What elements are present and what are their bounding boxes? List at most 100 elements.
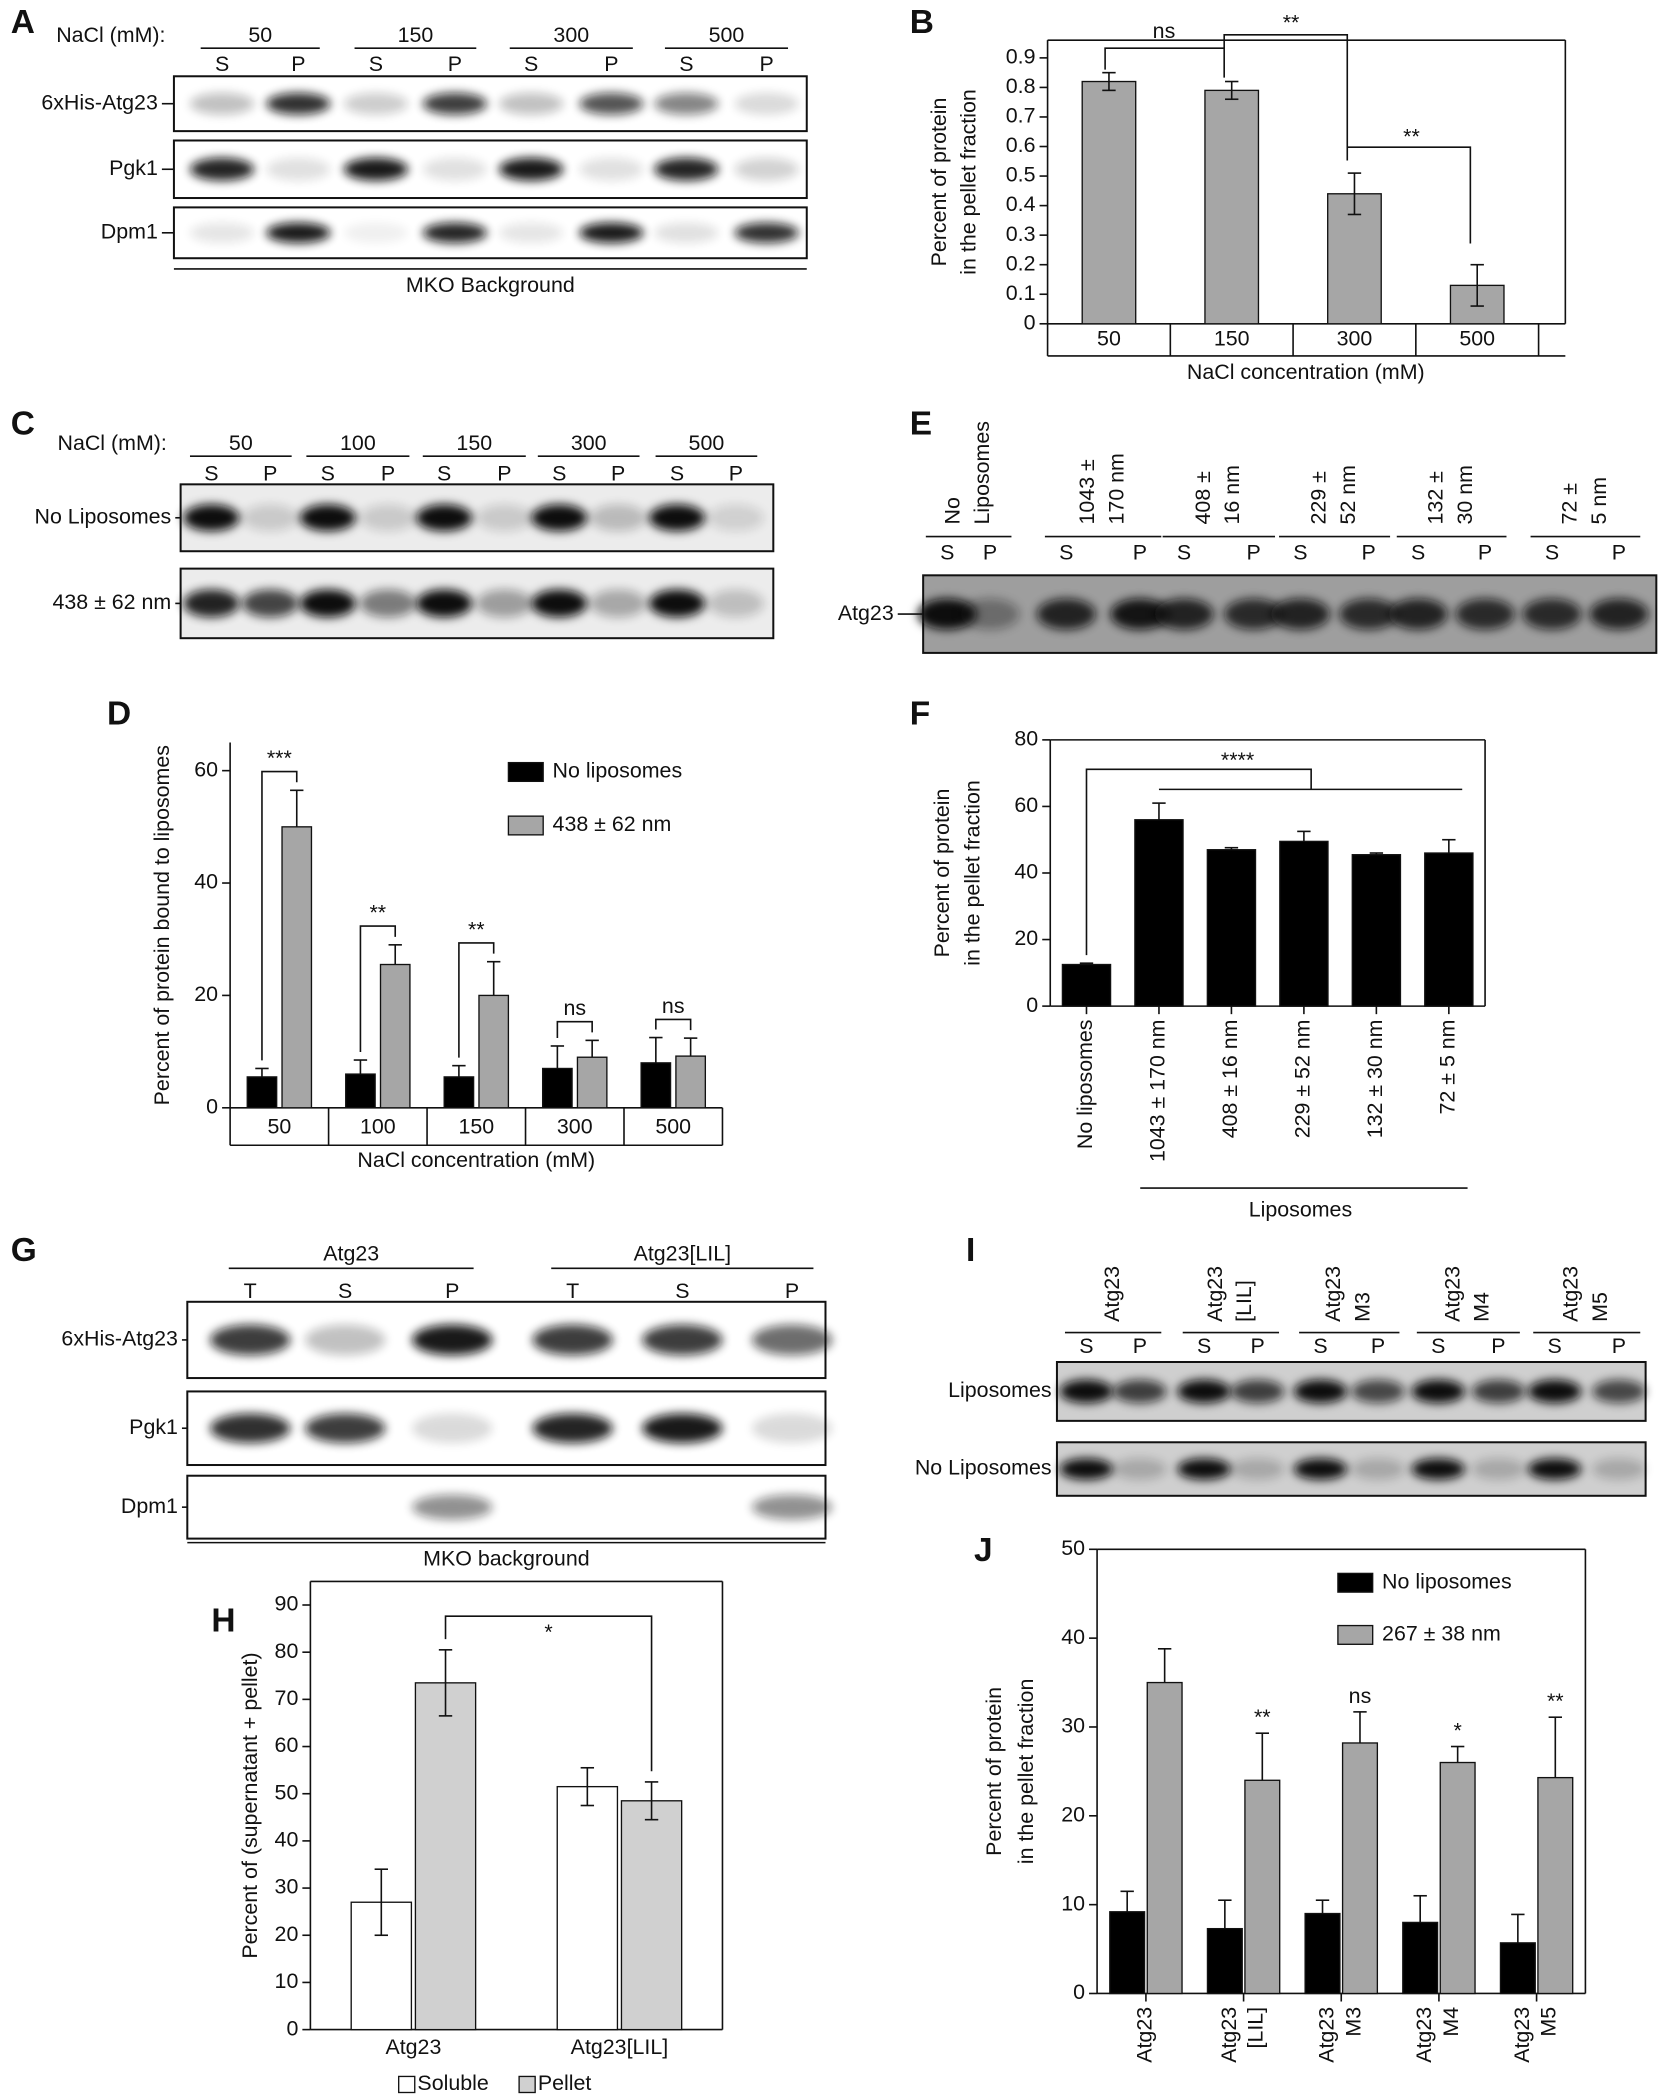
band — [359, 589, 417, 618]
band — [917, 598, 977, 630]
band — [305, 1324, 386, 1356]
band — [343, 222, 409, 243]
group-label: No — [941, 497, 965, 524]
legend-label: No liposomes — [553, 759, 683, 783]
band — [422, 157, 487, 181]
lane-label: P — [1478, 541, 1492, 565]
band — [654, 92, 719, 115]
band — [189, 157, 255, 181]
panel-letter: C — [11, 405, 35, 442]
x-tick-label: Atg23 — [1315, 2007, 1339, 2063]
x-tick-label: M5 — [1537, 2007, 1561, 2037]
row-label: No Liposomes — [915, 1456, 1052, 1480]
lane-label: T — [244, 1279, 257, 1303]
band — [707, 504, 764, 532]
bar — [675, 1055, 707, 1109]
x-tick-label: Atg23 — [1412, 2007, 1436, 2063]
bar — [443, 1076, 475, 1109]
blot-strip — [186, 1474, 827, 1540]
lane-label: P — [263, 462, 277, 486]
group-label: Atg23 — [1203, 1266, 1227, 1322]
panel-letter: G — [11, 1232, 37, 1269]
lane-label: S — [552, 462, 566, 486]
lane-label: S — [437, 462, 451, 486]
annotation: ns — [662, 994, 685, 1018]
group-label: 170 nm — [1104, 453, 1128, 524]
group-label: 1043 ± — [1075, 459, 1099, 525]
annotation: ns — [1153, 19, 1176, 43]
row-label: Dpm1 — [121, 1494, 178, 1518]
band — [531, 589, 588, 618]
annotation: ** — [1547, 1689, 1564, 1713]
bar — [1206, 1927, 1243, 1995]
x-tick-label: 500 — [655, 1115, 691, 1139]
band — [416, 504, 473, 532]
panel-letter: F — [910, 696, 930, 733]
bar — [576, 1056, 608, 1109]
annotation: **** — [1221, 748, 1254, 772]
lane-label: P — [729, 462, 743, 486]
y-tick-label: 0.3 — [1006, 222, 1036, 246]
band — [1036, 598, 1096, 630]
group-label: 50 — [248, 23, 272, 47]
band — [266, 92, 331, 115]
band — [1059, 1379, 1114, 1404]
group-label: Atg23 — [1559, 1266, 1583, 1322]
group-label: [LIL] — [1232, 1280, 1256, 1322]
band — [1154, 598, 1214, 630]
lane-label: T — [566, 1279, 579, 1303]
x-tick-label: 50 — [1097, 326, 1121, 350]
y-tick-label: 0 — [1026, 993, 1038, 1017]
legend-label: 267 ± 38 nm — [1382, 1622, 1501, 1646]
legend-swatch — [1337, 1624, 1374, 1645]
band — [1388, 598, 1448, 630]
lane-label: P — [1250, 1334, 1264, 1358]
band — [1177, 1458, 1231, 1480]
annotation: ** — [1283, 11, 1300, 35]
band — [1293, 1379, 1348, 1404]
x-tick-label: 500 — [1459, 326, 1495, 350]
x-tick-label: 132 ± 30 nm — [1363, 1019, 1387, 1138]
band — [751, 1324, 833, 1356]
lane-label: S — [1177, 541, 1191, 565]
y-tick-label: 0 — [1073, 1980, 1085, 2004]
group-label: Atg23 — [1440, 1266, 1464, 1322]
band — [1589, 598, 1649, 630]
band — [1230, 1458, 1285, 1480]
band — [242, 504, 299, 532]
band — [210, 1413, 291, 1443]
x-axis-label: NaCl concentration (mM) — [1187, 360, 1425, 384]
row-label: Liposomes — [948, 1378, 1051, 1402]
y-tick-label: 0.6 — [1006, 133, 1036, 157]
group-label: Liposomes — [970, 421, 994, 524]
y-tick-label: 40 — [275, 1828, 299, 1852]
band — [1455, 598, 1515, 630]
band — [1224, 598, 1284, 630]
y-tick-label: 0.7 — [1006, 104, 1036, 128]
group-label: Atg23[LIL] — [634, 1242, 732, 1266]
group-label: 132 ± — [1424, 471, 1448, 525]
y-tick-label: 0.1 — [1006, 281, 1036, 305]
annotation: ns — [563, 996, 586, 1020]
band — [1471, 1379, 1526, 1404]
band — [1059, 1458, 1114, 1480]
band — [266, 157, 331, 181]
panel-letter: B — [910, 4, 934, 41]
bar — [640, 1062, 672, 1109]
band — [590, 504, 647, 532]
y-tick-label: 60 — [275, 1733, 299, 1757]
band — [343, 157, 409, 181]
x-tick-label: 300 — [557, 1115, 593, 1139]
band — [1351, 1458, 1405, 1480]
y-axis-label: Percent of protein — [982, 1687, 1006, 1856]
y-axis-label: in the pellet fraction — [957, 89, 981, 274]
lane-label: P — [759, 52, 773, 76]
group-label: 500 — [709, 23, 745, 47]
annotation: *** — [267, 746, 292, 770]
band — [476, 504, 533, 532]
band — [751, 1494, 833, 1520]
band — [751, 1413, 833, 1443]
lane-label: S — [215, 52, 229, 76]
bar — [1109, 1911, 1146, 1995]
